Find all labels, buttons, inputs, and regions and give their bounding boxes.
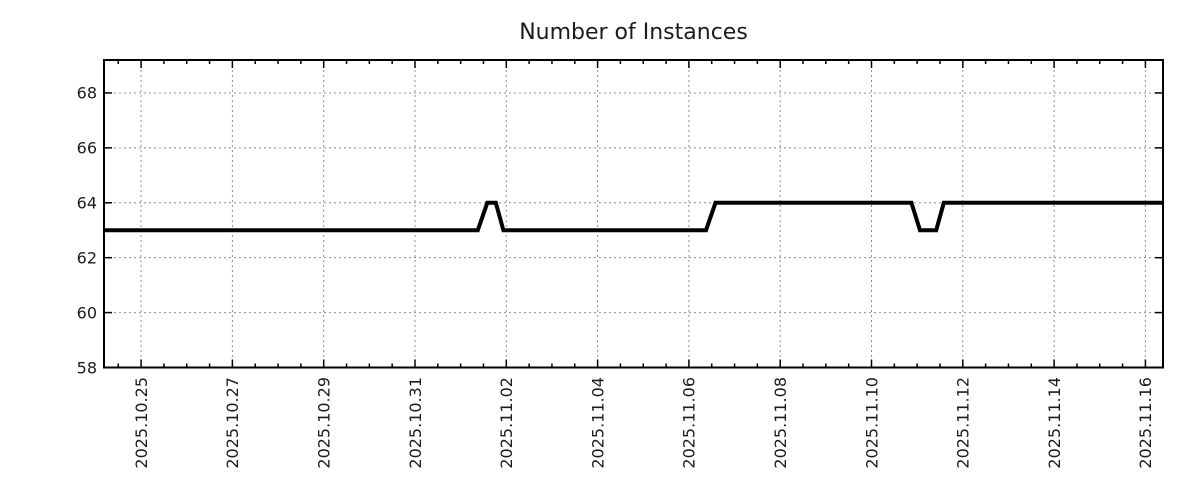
y-tick-label: 60 [77,303,97,322]
series-line [104,200,1163,233]
axes-layer [103,59,1164,369]
grid-layer [104,60,1163,368]
x-tick-label: 2025.10.29 [314,377,333,469]
y-tick-label: 58 [77,358,97,377]
x-tick-label: 2025.10.27 [223,377,242,469]
tick-labels-layer: 58 60 62 64 66 68 2025.10.25 2025.10.27 2025.10.… [77,84,1156,469]
x-tick-label: 2025.11.04 [588,377,607,469]
y-tick-label: 66 [77,139,97,158]
x-tick-label: 2025.11.14 [1045,377,1064,469]
x-tick-label: 2025.11.08 [771,377,790,469]
plot-border [103,59,1164,369]
x-tick-label: 2025.11.16 [1136,377,1155,469]
x-tick-label: 2025.11.10 [862,377,881,469]
y-tick-label: 68 [77,84,97,103]
chart-title: Number of Instances [519,20,748,45]
series-layer [104,200,1163,233]
x-tick-label: 2025.10.25 [132,377,151,469]
x-tick-label: 2025.11.12 [954,377,973,469]
y-tick-label: 62 [77,248,97,267]
y-tick-label: 64 [77,194,97,213]
x-tick-label: 2025.10.31 [406,377,425,469]
x-tick-label: 2025.11.06 [680,377,699,469]
x-tick-label: 2025.11.02 [497,377,516,469]
